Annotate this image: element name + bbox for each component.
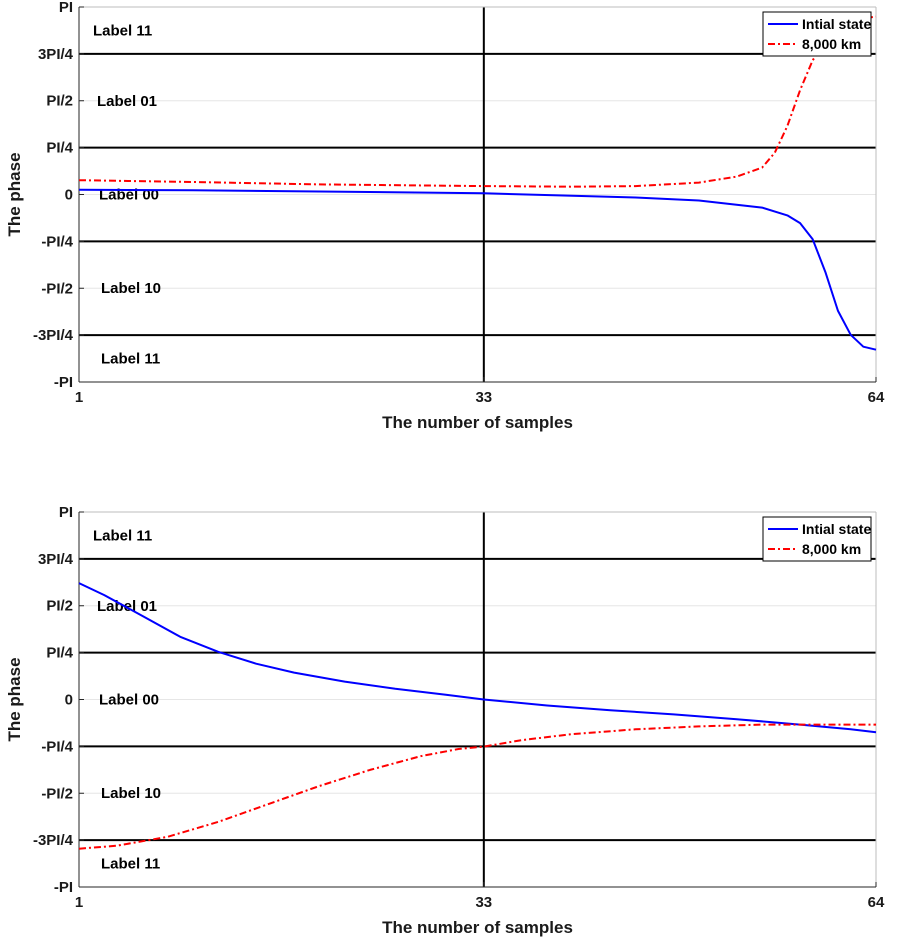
x-tick-label: 64 (868, 389, 885, 406)
series-line-initial-state (78, 188, 877, 351)
region-label: Label 00 (99, 692, 159, 709)
legend: Intial state 8,000 km (762, 11, 872, 57)
y-tick-label: -PI (54, 374, 73, 391)
y-tick-label: -3PI/4 (33, 832, 74, 849)
legend-entry: Intial state (802, 16, 871, 32)
y-tick-label: PI/2 (46, 598, 73, 615)
region-label: Label 11 (93, 527, 152, 544)
y-tick-label: -PI/2 (41, 280, 73, 297)
region-label: Label 11 (101, 351, 160, 368)
series-line-initial-state (78, 582, 877, 734)
y-axis-label: The phase (5, 152, 24, 236)
legend-entry: Intial state (802, 521, 871, 537)
y-tick-label: -PI/2 (41, 785, 73, 802)
legend-entry: 8,000 km (802, 541, 861, 557)
region-label: Label 10 (101, 280, 161, 297)
x-tick-label: 33 (475, 894, 492, 911)
x-tick-label: 1 (75, 894, 83, 911)
y-tick-label: 3PI/4 (38, 551, 74, 568)
region-label: Label 10 (101, 785, 161, 802)
region-label: Label 01 (97, 598, 157, 615)
y-tick-label: PI/2 (46, 93, 73, 110)
legend-box (762, 11, 872, 57)
y-tick-label: 3PI/4 (38, 46, 74, 63)
x-axis-label: The number of samples (382, 918, 573, 937)
x-tick-label: 33 (475, 389, 492, 406)
x-axis-label: The number of samples (382, 413, 573, 432)
y-tick-label: PI (59, 0, 73, 16)
y-tick-label: -PI (54, 879, 73, 896)
y-axis-label: The phase (5, 657, 24, 741)
region-label: Label 01 (97, 93, 157, 110)
y-tick-label: -PI/4 (41, 233, 73, 250)
y-tick-label: PI (59, 504, 73, 521)
phase-chart-bottom: Label 11 Label 01 Label 00 Label 10 Label 11… (5, 504, 885, 937)
x-tick-label: 64 (868, 894, 885, 911)
y-tick-label: 0 (65, 692, 73, 709)
region-label: Label 11 (93, 22, 152, 39)
y-tick-label: 0 (65, 187, 73, 204)
y-tick-label: -3PI/4 (33, 327, 74, 344)
y-tick-label: PI/4 (46, 645, 73, 662)
x-tick-label: 1 (75, 389, 83, 406)
legend-entry: 8,000 km (802, 36, 861, 52)
region-label: Label 11 (101, 856, 160, 873)
y-tick-label: -PI/4 (41, 738, 73, 755)
legend: Intial state 8,000 km (762, 516, 872, 562)
legend-box (762, 516, 872, 562)
y-tick-label: PI/4 (46, 140, 73, 157)
series-line-8000km (78, 723, 876, 850)
